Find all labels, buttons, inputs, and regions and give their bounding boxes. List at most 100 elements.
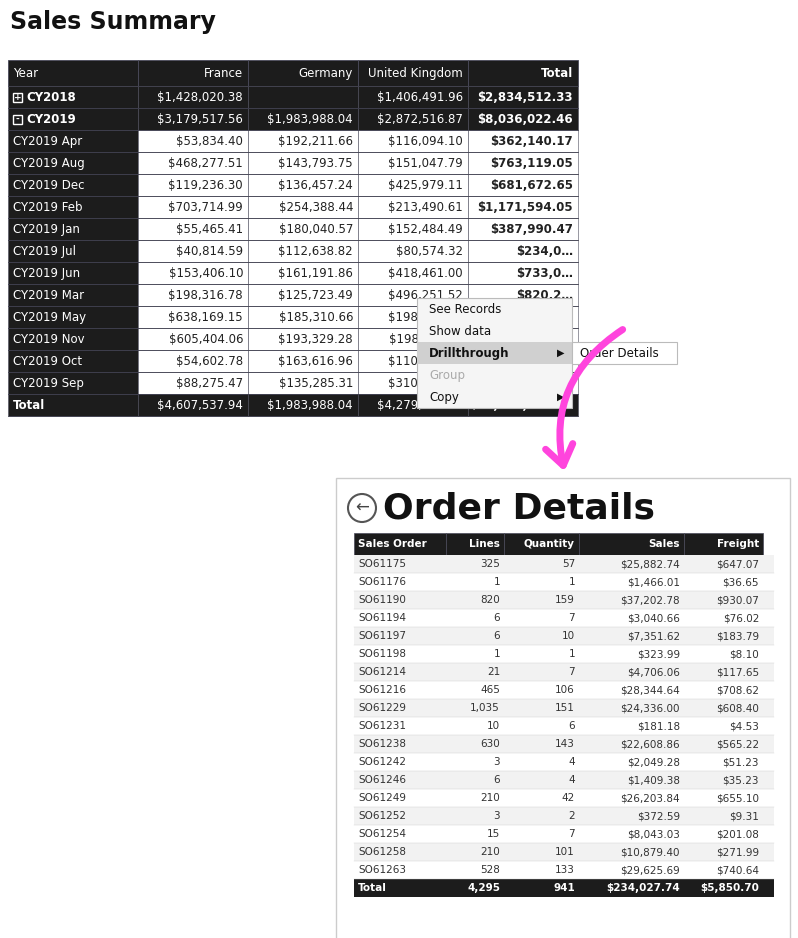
Bar [8, 328, 138, 350]
Text: $930.07: $930.07 [716, 595, 759, 605]
Text: +: + [14, 93, 22, 101]
Text: $80,574.32: $80,574.32 [396, 245, 463, 258]
Bar [248, 306, 358, 328]
Bar [248, 372, 358, 394]
Bar [138, 240, 248, 262]
Bar [358, 240, 468, 262]
Text: SO61252: SO61252 [358, 811, 406, 821]
Text: 151: 151 [555, 703, 575, 713]
Text: CY2019 Oct: CY2019 Oct [13, 355, 82, 368]
Text: 4,295: 4,295 [467, 883, 500, 893]
Text: 4: 4 [568, 775, 575, 785]
Bar [504, 533, 579, 555]
Text: $193,329.28: $193,329.28 [279, 332, 353, 345]
Text: 3: 3 [493, 757, 500, 767]
Text: ←: ← [355, 499, 369, 517]
Text: $234,027.74: $234,027.74 [606, 883, 680, 893]
Text: $362,140.17: $362,140.17 [491, 134, 573, 147]
Text: $9.31: $9.31 [729, 811, 759, 821]
Text: $1,983,988.04: $1,983,988.04 [267, 113, 353, 126]
Bar [354, 609, 774, 627]
Text: $703,714.99: $703,714.99 [168, 201, 243, 214]
Text: 210: 210 [480, 793, 500, 803]
Bar [138, 328, 248, 350]
Text: 210: 210 [480, 847, 500, 857]
Bar [468, 306, 578, 328]
Text: SO61198: SO61198 [358, 649, 406, 659]
Text: $183.79: $183.79 [716, 631, 759, 641]
Text: $387,990.47: $387,990.47 [490, 222, 573, 235]
Bar [13, 93, 22, 101]
Text: $425,979.11: $425,979.11 [388, 178, 463, 191]
Text: $116,094.10: $116,094.10 [389, 134, 463, 147]
Text: SO61229: SO61229 [358, 703, 406, 713]
Text: $36.65: $36.65 [722, 577, 759, 587]
Text: 143: 143 [555, 739, 575, 749]
Text: Order Details: Order Details [580, 346, 659, 359]
Text: Show data: Show data [429, 325, 491, 338]
Text: $1,406,491.96: $1,406,491.96 [377, 90, 463, 103]
Bar [417, 298, 572, 408]
Text: CY2019 Jun: CY2019 Jun [13, 266, 80, 280]
Text: 6: 6 [493, 613, 500, 623]
Text: 42: 42 [562, 793, 575, 803]
Bar [8, 130, 138, 152]
Text: SO61242: SO61242 [358, 757, 406, 767]
Bar [354, 861, 774, 879]
Text: $565.22: $565.22 [716, 739, 759, 749]
Bar [358, 218, 468, 240]
Text: 106: 106 [555, 685, 575, 695]
Bar [13, 114, 22, 124]
Bar [8, 394, 138, 416]
Text: $76.02: $76.02 [723, 613, 759, 623]
Text: 325: 325 [480, 559, 500, 569]
Text: See Records: See Records [429, 302, 501, 315]
Text: $655.10: $655.10 [716, 793, 759, 803]
Bar [354, 717, 774, 735]
Bar [248, 394, 358, 416]
Text: $163,616.96: $163,616.96 [279, 355, 353, 368]
Bar [354, 879, 774, 897]
Bar [468, 218, 578, 240]
Text: $53,834.40: $53,834.40 [176, 134, 243, 147]
Bar [248, 60, 358, 86]
Text: 6: 6 [493, 631, 500, 641]
Text: $638,169.15: $638,169.15 [168, 310, 243, 324]
Text: $4.53: $4.53 [729, 721, 759, 731]
Text: $26,203.84: $26,203.84 [620, 793, 680, 803]
Text: ▶: ▶ [556, 348, 564, 358]
Text: 7: 7 [568, 829, 575, 839]
Text: $1,983,988.04: $1,983,988.04 [267, 399, 353, 412]
Bar [354, 591, 774, 609]
Text: France: France [203, 67, 243, 80]
Bar [8, 262, 138, 284]
Bar [354, 807, 774, 825]
Bar [572, 342, 677, 364]
Text: $10,870,534.80: $10,870,534.80 [469, 399, 573, 412]
Text: $820,2…: $820,2… [516, 289, 573, 301]
Text: Order Details: Order Details [383, 491, 655, 525]
Text: $201.08: $201.08 [716, 829, 759, 839]
Text: Copy: Copy [429, 390, 459, 403]
Bar [358, 196, 468, 218]
Bar [358, 394, 468, 416]
Text: 133: 133 [555, 865, 575, 875]
Bar [138, 394, 248, 416]
Bar [358, 86, 468, 108]
Text: SO61231: SO61231 [358, 721, 406, 731]
Text: $119,236.30: $119,236.30 [168, 178, 243, 191]
Text: $3,040.66: $3,040.66 [627, 613, 680, 623]
Text: $2,872,516.87: $2,872,516.87 [377, 113, 463, 126]
Bar [354, 573, 774, 591]
Text: $997,3…: $997,3… [516, 332, 573, 345]
Bar [358, 328, 468, 350]
Text: $10,879.40: $10,879.40 [621, 847, 680, 857]
Bar [8, 196, 138, 218]
Bar [248, 240, 358, 262]
Text: $4,607,537.94: $4,607,537.94 [157, 399, 243, 412]
Text: $1,428,020.38: $1,428,020.38 [157, 90, 243, 103]
Text: $5,850.70: $5,850.70 [700, 883, 759, 893]
Text: Sales Order: Sales Order [358, 539, 427, 549]
Text: $117.65: $117.65 [716, 667, 759, 677]
Text: $180,040.57: $180,040.57 [279, 222, 353, 235]
